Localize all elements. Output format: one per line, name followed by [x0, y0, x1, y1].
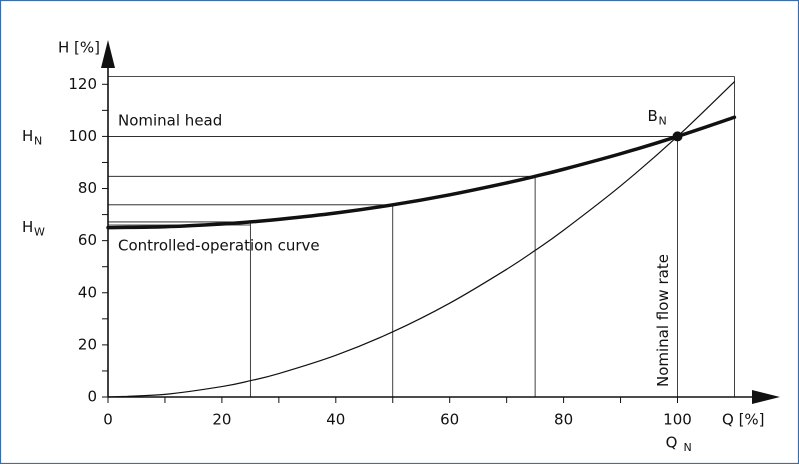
y-marker-sub: W — [34, 226, 45, 239]
curve — [107, 81, 736, 398]
y-tick-label: 20 — [78, 335, 97, 353]
point-label: B — [647, 107, 657, 125]
x-tick-label: 60 — [440, 411, 459, 429]
x-marker-label: Q — [666, 434, 678, 452]
x-tick-label: 80 — [554, 411, 573, 429]
y-tick-label: 40 — [78, 283, 97, 301]
x-tick-label: 20 — [212, 411, 231, 429]
y-tick-label: 60 — [78, 231, 97, 249]
y-arrow — [101, 40, 115, 68]
x-marker-sub: N — [683, 441, 691, 454]
x-tick-label: 100 — [663, 411, 692, 429]
annotation: Controlled-operation curve — [118, 236, 320, 254]
y-marker-label: H — [22, 218, 33, 236]
y-marker-label: H — [22, 127, 33, 145]
x-axis-label: Q [%] — [722, 411, 765, 429]
y-tick-label: 0 — [87, 388, 97, 406]
y-tick-label: 120 — [68, 75, 97, 93]
y-marker-sub: N — [34, 134, 42, 147]
y-axis-label: H [%] — [58, 39, 100, 57]
point-label-sub: N — [658, 114, 666, 127]
operating-point — [672, 131, 683, 142]
x-arrow — [752, 390, 780, 404]
y-tick-label: 80 — [78, 179, 97, 197]
y-tick-label: 100 — [68, 127, 97, 145]
annotation: Nominal flow rate — [654, 254, 672, 387]
annotation: Nominal head — [118, 111, 222, 129]
x-tick-label: 0 — [103, 411, 113, 429]
x-tick-label: 40 — [326, 411, 345, 429]
curve — [106, 115, 737, 230]
